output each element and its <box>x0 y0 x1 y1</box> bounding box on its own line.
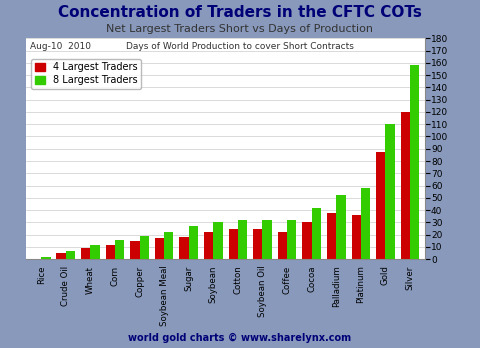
Bar <box>81 248 90 259</box>
Bar <box>253 229 263 259</box>
Text: Concentration of Traders in the CFTC COTs: Concentration of Traders in the CFTC COT… <box>58 5 422 20</box>
Bar <box>263 220 272 259</box>
Bar <box>302 222 312 259</box>
Bar <box>213 222 223 259</box>
Bar <box>401 112 410 259</box>
Bar <box>410 65 420 259</box>
Bar <box>287 220 297 259</box>
Text: Days of World Production to cover Short Contracts: Days of World Production to cover Short … <box>126 42 354 50</box>
Bar <box>90 245 100 259</box>
Bar <box>351 215 361 259</box>
Bar <box>140 236 149 259</box>
Bar <box>336 196 346 259</box>
Text: Aug-10  2010: Aug-10 2010 <box>30 42 91 50</box>
Text: Net Largest Traders Short vs Days of Production: Net Largest Traders Short vs Days of Pro… <box>107 24 373 34</box>
Bar <box>155 238 164 259</box>
Legend: 4 Largest Traders, 8 Largest Traders: 4 Largest Traders, 8 Largest Traders <box>31 58 141 89</box>
Bar <box>385 124 395 259</box>
Bar <box>238 220 247 259</box>
Bar <box>228 229 238 259</box>
Bar <box>204 232 213 259</box>
Bar <box>66 251 75 259</box>
Bar <box>130 241 140 259</box>
Text: world gold charts © www.sharelynx.com: world gold charts © www.sharelynx.com <box>129 333 351 343</box>
Bar <box>327 213 336 259</box>
Bar <box>57 253 66 259</box>
Bar <box>189 226 198 259</box>
Bar <box>361 188 370 259</box>
Bar <box>180 237 189 259</box>
Bar <box>106 245 115 259</box>
Bar <box>115 240 124 259</box>
Bar <box>164 232 173 259</box>
Bar <box>278 232 287 259</box>
Bar <box>312 208 321 259</box>
Bar <box>376 152 385 259</box>
Bar <box>41 257 50 259</box>
